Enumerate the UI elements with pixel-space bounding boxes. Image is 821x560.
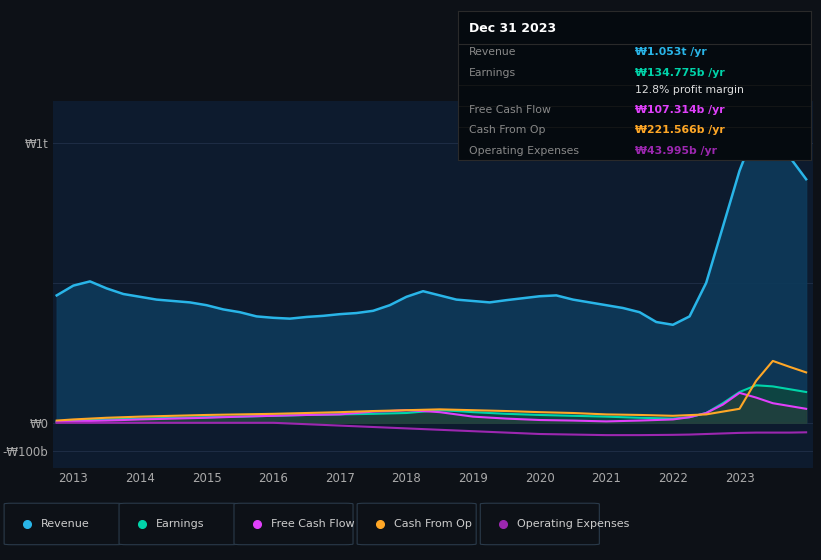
- Text: ₩107.314b /yr: ₩107.314b /yr: [635, 105, 724, 115]
- Text: Cash From Op: Cash From Op: [469, 125, 545, 136]
- Text: Dec 31 2023: Dec 31 2023: [469, 22, 556, 35]
- Text: Earnings: Earnings: [469, 68, 516, 78]
- Text: Free Cash Flow: Free Cash Flow: [469, 105, 551, 115]
- FancyBboxPatch shape: [234, 503, 353, 545]
- Text: ₩1.053t /yr: ₩1.053t /yr: [635, 47, 706, 57]
- FancyBboxPatch shape: [4, 503, 123, 545]
- FancyBboxPatch shape: [357, 503, 476, 545]
- Text: 12.8% profit margin: 12.8% profit margin: [635, 86, 744, 95]
- Text: Revenue: Revenue: [41, 519, 89, 529]
- Text: Earnings: Earnings: [156, 519, 204, 529]
- FancyBboxPatch shape: [119, 503, 238, 545]
- Text: Operating Expenses: Operating Expenses: [517, 519, 630, 529]
- Text: Revenue: Revenue: [469, 47, 516, 57]
- FancyBboxPatch shape: [480, 503, 599, 545]
- Text: Operating Expenses: Operating Expenses: [469, 146, 579, 156]
- Text: Free Cash Flow: Free Cash Flow: [271, 519, 355, 529]
- Text: Cash From Op: Cash From Op: [394, 519, 472, 529]
- Text: ₩43.995b /yr: ₩43.995b /yr: [635, 146, 717, 156]
- Text: ₩134.775b /yr: ₩134.775b /yr: [635, 68, 724, 78]
- Text: ₩221.566b /yr: ₩221.566b /yr: [635, 125, 724, 136]
